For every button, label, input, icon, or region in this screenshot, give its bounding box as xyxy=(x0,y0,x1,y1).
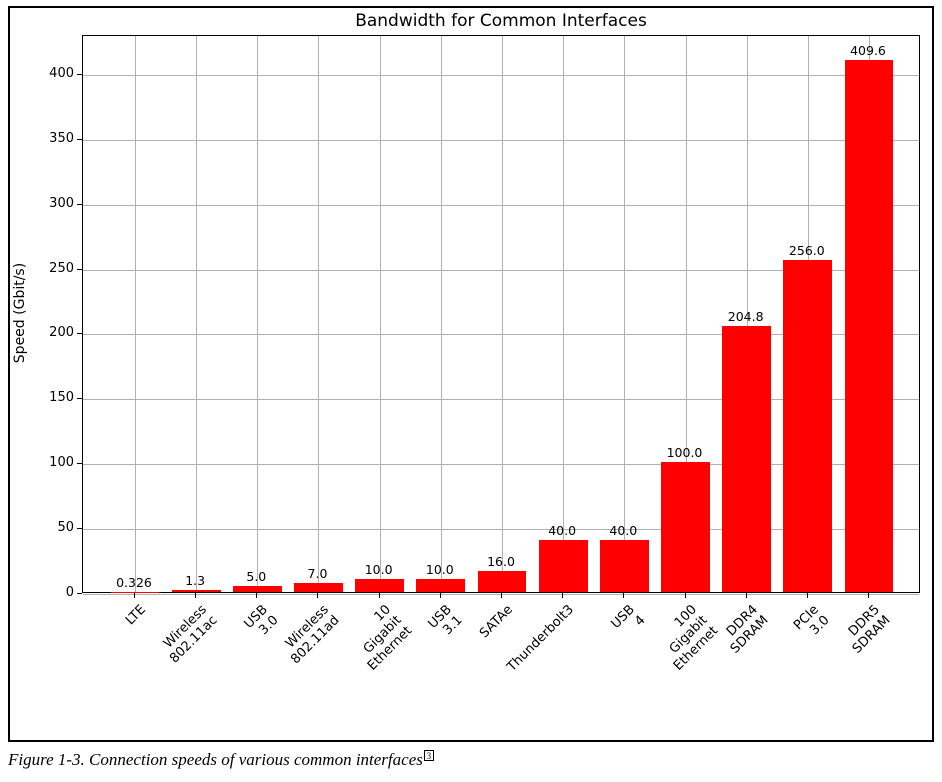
ytick-label: 350 xyxy=(34,131,74,146)
bar xyxy=(416,579,465,592)
bar xyxy=(355,579,404,592)
ytick-mark xyxy=(77,74,82,75)
bar-value-label: 10.0 xyxy=(410,562,470,577)
xtick-mark xyxy=(685,593,686,598)
ytick-label: 200 xyxy=(34,325,74,340)
xtick-mark xyxy=(256,593,257,598)
bar xyxy=(111,592,160,593)
ytick-label: 250 xyxy=(34,261,74,276)
gridline-v xyxy=(257,36,258,592)
bar-value-label: 1.3 xyxy=(165,573,225,588)
bar xyxy=(722,326,771,592)
ytick-label: 100 xyxy=(34,455,74,470)
xtick-mark xyxy=(317,593,318,598)
ytick-mark xyxy=(77,463,82,464)
gridline-v xyxy=(196,36,197,592)
bar-value-label: 409.6 xyxy=(838,43,898,58)
gridline-v xyxy=(502,36,503,592)
bar-value-label: 204.8 xyxy=(716,309,776,324)
bar-value-label: 10.0 xyxy=(349,562,409,577)
y-axis-label: Speed (Gbit/s) xyxy=(12,34,28,592)
plot-area xyxy=(82,35,920,593)
xtick-mark xyxy=(440,593,441,598)
xtick-mark xyxy=(379,593,380,598)
gridline-v xyxy=(624,36,625,592)
bar-value-label: 40.0 xyxy=(593,523,653,538)
xtick-mark xyxy=(746,593,747,598)
bar xyxy=(233,586,282,592)
xtick-mark xyxy=(623,593,624,598)
xtick-mark xyxy=(195,593,196,598)
bar-value-label: 16.0 xyxy=(471,554,531,569)
bar-value-label: 5.0 xyxy=(226,569,286,584)
xtick-mark xyxy=(807,593,808,598)
gridline-h xyxy=(83,205,919,206)
ytick-mark xyxy=(77,593,82,594)
bar xyxy=(294,583,343,592)
ytick-mark xyxy=(77,204,82,205)
bar xyxy=(539,540,588,592)
ytick-mark xyxy=(77,269,82,270)
ytick-label: 150 xyxy=(34,390,74,405)
bar xyxy=(661,462,710,592)
ytick-mark xyxy=(77,333,82,334)
ytick-label: 0 xyxy=(34,585,74,600)
ytick-mark xyxy=(77,139,82,140)
bar xyxy=(783,260,832,592)
gridline-h xyxy=(83,140,919,141)
chart-title: Bandwidth for Common Interfaces xyxy=(82,11,920,31)
xtick-mark xyxy=(501,593,502,598)
bar-value-label: 0.326 xyxy=(104,575,164,590)
bar xyxy=(845,60,894,592)
bar-value-label: 100.0 xyxy=(655,445,715,460)
xtick-mark xyxy=(134,593,135,598)
ytick-label: 400 xyxy=(34,66,74,81)
gridline-v xyxy=(318,36,319,592)
figure-container: Bandwidth for Common Interfaces Speed (G… xyxy=(0,0,942,782)
gridline-v xyxy=(380,36,381,592)
ytick-label: 50 xyxy=(34,520,74,535)
gridline-v xyxy=(441,36,442,592)
bar-value-label: 256.0 xyxy=(777,243,837,258)
bar xyxy=(172,590,221,592)
ytick-mark xyxy=(77,528,82,529)
bar xyxy=(600,540,649,592)
bar xyxy=(478,571,527,592)
gridline-v xyxy=(563,36,564,592)
ytick-label: 300 xyxy=(34,196,74,211)
gridline-v xyxy=(135,36,136,592)
ytick-mark xyxy=(77,398,82,399)
bar-value-label: 7.0 xyxy=(287,566,347,581)
bar-value-label: 40.0 xyxy=(532,523,592,538)
xtick-mark xyxy=(562,593,563,598)
gridline-h xyxy=(83,75,919,76)
xtick-mark xyxy=(868,593,869,598)
